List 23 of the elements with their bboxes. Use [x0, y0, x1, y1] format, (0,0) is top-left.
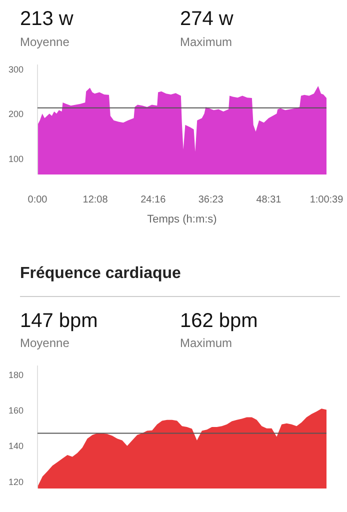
x-tick-label: 48:31	[256, 194, 282, 206]
y-tick-label: 100	[8, 154, 24, 164]
x-axis-title: Temps (h:m:s)	[147, 213, 217, 226]
text: Moyenne	[20, 34, 70, 51]
y-tick-label: 120	[8, 477, 24, 488]
y-tick-label: 140	[8, 441, 24, 452]
text: 147 bpm	[20, 308, 99, 334]
text: 162 bpm	[180, 308, 259, 334]
y-tick-label: 180	[8, 370, 24, 380]
x-tick-label: 12:08	[82, 194, 108, 206]
chart-title: Fréquence cardiaque	[20, 262, 340, 297]
text: Maximum	[180, 34, 234, 51]
y-tick-label: 300	[8, 64, 24, 74]
text: 274 w	[180, 7, 234, 32]
x-tick-label: 1:00:39	[310, 194, 344, 206]
x-tick-label: 24:16	[140, 194, 166, 206]
y-tick-label: 200	[8, 108, 24, 119]
text: Moyenne	[20, 335, 70, 352]
text: Maximum	[180, 335, 234, 352]
x-tick-label: 0:00	[28, 194, 48, 206]
y-tick-label: 160	[8, 406, 24, 416]
text: 213 w	[20, 7, 74, 32]
x-tick-label: 36:23	[198, 194, 224, 206]
